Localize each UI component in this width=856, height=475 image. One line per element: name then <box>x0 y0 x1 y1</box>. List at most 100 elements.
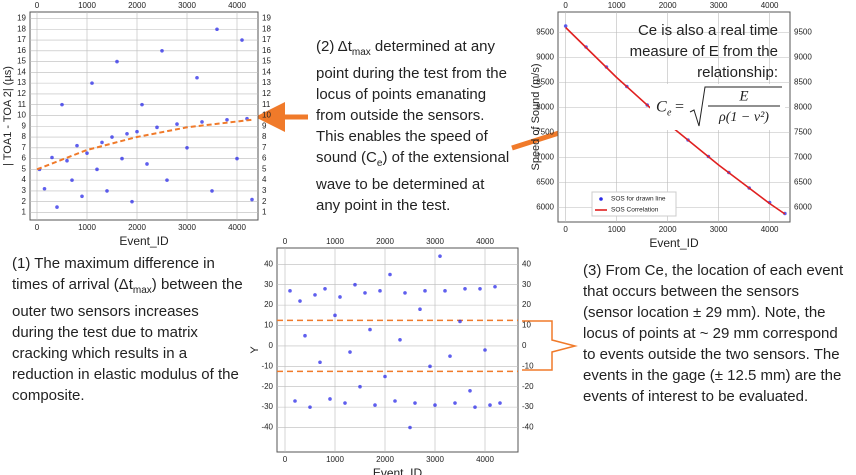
point <box>413 401 417 405</box>
y-tick-label: 2 <box>262 197 267 206</box>
x-tick-label: 1000 <box>608 1 626 10</box>
point <box>473 405 477 409</box>
point <box>135 129 139 134</box>
x-tick-label: 1000 <box>78 1 96 10</box>
y-tick-label: 20 <box>264 300 273 309</box>
y-tick-label: 15 <box>262 57 271 66</box>
x-tick-label: 1000 <box>78 223 96 232</box>
y-tick-label: 40 <box>264 259 273 268</box>
y-tick-label: -20 <box>522 382 534 391</box>
y-tick-label: 8500 <box>794 78 812 87</box>
y-tick-label: -40 <box>522 423 534 432</box>
y-tick-label: 1 <box>262 208 267 217</box>
y-tick-label: 18 <box>262 24 271 33</box>
point <box>85 151 89 155</box>
point <box>60 102 64 107</box>
point <box>443 289 447 293</box>
point <box>195 75 199 80</box>
point <box>293 399 297 403</box>
y-tick-label: -20 <box>261 382 273 391</box>
x-tick-label: 2000 <box>659 1 677 10</box>
legend-marker <box>599 197 603 201</box>
x-axis-label: Event_ID <box>119 234 169 248</box>
point <box>478 287 482 291</box>
point <box>235 156 239 161</box>
y-tick-label: 5 <box>22 164 27 173</box>
point <box>200 120 204 124</box>
plot-content <box>36 27 254 209</box>
formula-sub: e <box>667 107 672 118</box>
formula-lhs: C <box>656 99 667 116</box>
x-tick-label: 3000 <box>710 1 728 10</box>
text-run: determined at any point during the test … <box>316 38 507 166</box>
point <box>483 348 487 352</box>
point <box>493 284 497 289</box>
point <box>383 374 387 379</box>
point <box>303 333 307 338</box>
point <box>65 158 69 163</box>
line <box>565 26 786 215</box>
y-tick-label: -10 <box>261 361 273 370</box>
y-tick-label: 14 <box>17 67 26 76</box>
bracket <box>522 320 578 371</box>
y-tick-label: 40 <box>522 259 531 268</box>
y-tick-label: 12 <box>17 89 26 98</box>
formula-bg <box>650 84 785 130</box>
y-axis-label: Y <box>249 346 261 354</box>
y-tick-label: 8 <box>22 132 27 141</box>
point <box>428 364 432 369</box>
y-tick-label: 6500 <box>794 178 812 187</box>
y-tick-label: 20 <box>522 300 531 309</box>
y-tick-label: 10 <box>522 321 531 330</box>
point <box>323 287 327 291</box>
point <box>155 125 159 130</box>
x-tick-label: 4000 <box>476 237 494 246</box>
plot-area <box>276 247 519 453</box>
x-axis-label: Event_ID <box>649 236 699 250</box>
y-tick-label: 3 <box>262 186 267 195</box>
x-tick-label: 4000 <box>228 223 246 232</box>
annotation: (3) From Ce, the location of each event … <box>583 260 853 407</box>
plot-content <box>277 254 518 430</box>
point <box>398 338 402 342</box>
annotation: (2) Δtmax determined at any point during… <box>316 36 512 216</box>
formula-eq: = <box>675 99 684 116</box>
y-tick-label: 14 <box>262 67 271 76</box>
point <box>95 167 99 172</box>
plot-content <box>563 24 787 216</box>
y-tick-label: 0 <box>269 341 274 350</box>
x-tick-label: 3000 <box>710 225 728 234</box>
point <box>468 389 472 393</box>
point <box>288 289 292 293</box>
y-tick-label: 10 <box>262 111 271 120</box>
point <box>140 102 144 107</box>
y-tick-label: 9 <box>22 121 27 130</box>
point <box>313 293 317 297</box>
y-tick-label: 11 <box>262 100 271 109</box>
point <box>110 135 114 139</box>
y-tick-label: 15 <box>17 57 26 66</box>
formula-den: ρ(1 − ν²) <box>718 110 769 125</box>
x-tick-label: 3000 <box>178 223 196 232</box>
point <box>488 403 492 407</box>
y-tick-label: 10 <box>17 111 26 120</box>
x-tick-label: 2000 <box>128 223 146 232</box>
y-tick-label: 7 <box>22 143 27 152</box>
point <box>463 287 467 291</box>
y-tick-label: 8000 <box>794 103 812 112</box>
point <box>55 205 59 209</box>
point <box>448 354 452 358</box>
y-tick-label: 7000 <box>794 153 812 162</box>
point <box>225 117 229 122</box>
y-tick-label: 19 <box>17 14 26 23</box>
chart-note: Ce is also a real time measure of E from… <box>629 22 778 81</box>
y-tick-label: 6000 <box>536 203 554 212</box>
y-tick-label: 7 <box>262 143 267 152</box>
x-tick-label: 1000 <box>326 237 344 246</box>
annotation: (1) The maximum difference in times of a… <box>12 253 244 406</box>
y-tick-label: 6 <box>22 154 27 163</box>
x-tick-label: 0 <box>563 225 568 234</box>
text-run: max <box>132 285 152 296</box>
point <box>348 350 352 354</box>
